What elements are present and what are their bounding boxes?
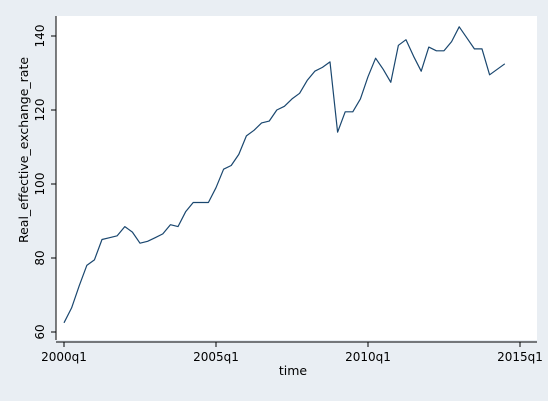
y-tick-label: 140 (33, 25, 47, 48)
y-axis-title: Real_effective_exchange_rate (16, 57, 31, 243)
y-tick-label: 120 (33, 99, 47, 122)
x-tick-label: 2015q1 (497, 350, 543, 364)
x-tick-label: 2005q1 (193, 350, 239, 364)
x-tick-label: 2000q1 (41, 350, 87, 364)
x-axis-title: time (279, 363, 308, 378)
x-tick-label: 2010q1 (345, 350, 391, 364)
y-tick-label: 100 (33, 173, 47, 196)
series-line (63, 26, 506, 324)
y-tick-label: 80 (33, 250, 47, 265)
y-tick-label: 60 (33, 324, 47, 339)
plot-area (56, 16, 537, 340)
